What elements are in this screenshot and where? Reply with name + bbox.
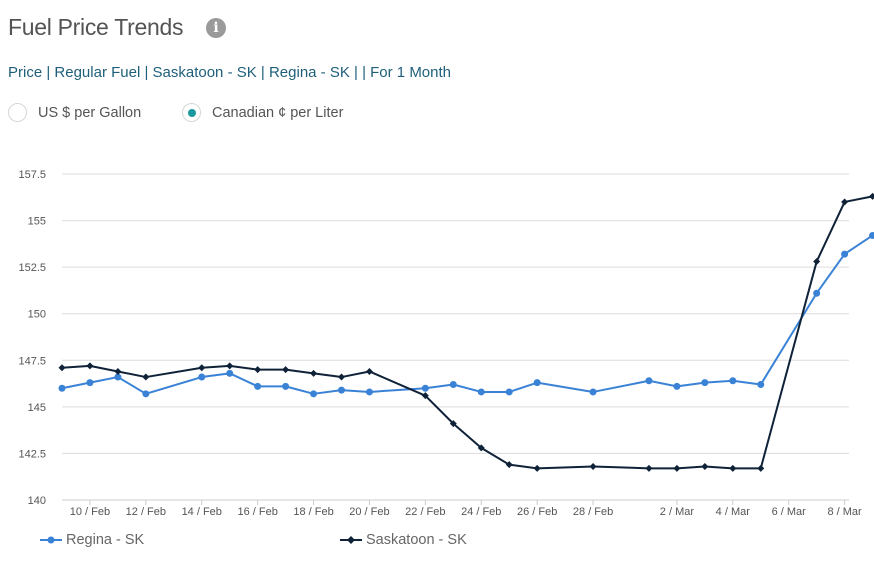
x-tick-label: 12 / Feb [126,506,166,518]
data-point-saskatoon-sk [533,464,541,472]
x-tick-label: 22 / Feb [405,506,445,518]
data-point-regina-sk [729,377,737,385]
data-point-saskatoon-sk [673,464,681,472]
unit-option-us-gallon[interactable]: US $ per Gallon [8,103,141,122]
data-point-regina-sk [645,377,653,385]
data-point-saskatoon-sk [310,369,318,377]
info-icon[interactable]: i [206,18,226,38]
data-point-regina-sk [58,384,66,392]
legend-swatch-regina [40,536,62,544]
data-point-saskatoon-sk [198,364,206,372]
data-point-regina-sk [673,382,681,390]
data-point-regina-sk [813,289,821,297]
y-tick-label: 140 [28,495,46,507]
data-point-regina-sk [114,373,122,381]
data-point-saskatoon-sk [142,373,150,381]
y-tick-label: 142.5 [18,448,46,460]
data-point-regina-sk [841,250,849,258]
data-point-regina-sk [86,379,94,387]
data-point-regina-sk [198,373,206,381]
data-point-regina-sk [533,379,541,387]
data-point-regina-sk [701,379,709,387]
data-point-saskatoon-sk [338,373,345,381]
x-tick-label: 10 / Feb [70,506,110,518]
legend-item-regina[interactable]: Regina - SK [40,532,144,548]
data-point-saskatoon-sk [449,420,457,428]
data-point-saskatoon-sk [365,367,373,375]
data-point-regina-sk [310,390,318,398]
x-tick-label: 24 / Feb [461,506,501,518]
x-tick-label: 14 / Feb [182,506,222,518]
data-point-regina-sk [282,382,290,390]
data-point-saskatoon-sk [869,192,874,200]
data-point-saskatoon-sk [421,392,429,400]
legend-item-saskatoon[interactable]: Saskatoon - SK [340,532,467,548]
data-point-saskatoon-sk [701,462,709,470]
y-tick-label: 150 [28,309,46,321]
data-point-saskatoon-sk [254,366,262,374]
legend-label: Saskatoon - SK [366,532,467,548]
unit-option-cad-liter[interactable]: Canadian ¢ per Liter [182,103,343,122]
data-point-regina-sk [338,386,345,394]
data-point-regina-sk [869,231,874,239]
data-point-saskatoon-sk [729,464,737,472]
data-point-saskatoon-sk [505,461,513,469]
data-point-saskatoon-sk [86,362,94,370]
data-point-saskatoon-sk [477,444,485,452]
data-point-regina-sk [505,388,513,396]
unit-option-label: US $ per Gallon [38,104,142,121]
x-tick-label: 2 / Mar [660,506,695,518]
radio-us-gallon[interactable] [8,103,27,122]
data-point-saskatoon-sk [645,464,653,472]
data-point-regina-sk [142,390,150,398]
data-point-regina-sk [421,384,429,392]
data-point-saskatoon-sk [813,258,821,266]
y-tick-label: 152.5 [18,262,46,274]
radio-cad-liter[interactable] [182,103,201,122]
y-tick-label: 155 [28,216,46,228]
unit-option-label: Canadian ¢ per Liter [212,104,344,121]
page-title: Fuel Price Trends [8,14,184,40]
data-point-saskatoon-sk [58,364,66,372]
x-tick-label: 8 / Mar [827,506,862,518]
legend-swatch-saskatoon [340,536,362,544]
x-tick-label: 18 / Feb [293,506,333,518]
x-tick-label: 26 / Feb [517,506,557,518]
x-tick-label: 20 / Feb [349,506,389,518]
data-point-saskatoon-sk [114,367,122,375]
data-point-saskatoon-sk [589,462,597,470]
legend-label: Regina - SK [66,532,145,548]
data-point-saskatoon-sk [841,198,849,206]
data-point-saskatoon-sk [226,362,234,370]
x-tick-label: 6 / Mar [772,506,807,518]
x-tick-label: 4 / Mar [716,506,751,518]
y-tick-label: 145 [28,402,46,414]
y-tick-label: 157.5 [18,169,46,181]
data-point-regina-sk [477,388,485,396]
x-tick-label: 28 / Feb [573,506,613,518]
data-point-regina-sk [449,381,457,389]
data-point-regina-sk [254,382,262,390]
data-point-regina-sk [589,388,597,396]
series-line-saskatoon-sk [61,195,873,470]
data-point-saskatoon-sk [757,464,765,472]
chart-subtitle: Price | Regular Fuel | Saskatoon - SK | … [8,64,452,81]
x-tick-label: 16 / Feb [237,506,277,518]
price-line-chart: 140 142.5 145 147.5 150 152.5 155 157.5 10 / Feb… [18,169,874,518]
data-point-regina-sk [365,388,373,396]
data-point-saskatoon-sk [282,366,290,374]
data-point-regina-sk [757,381,765,389]
data-point-regina-sk [226,369,234,377]
y-tick-label: 147.5 [18,355,46,367]
